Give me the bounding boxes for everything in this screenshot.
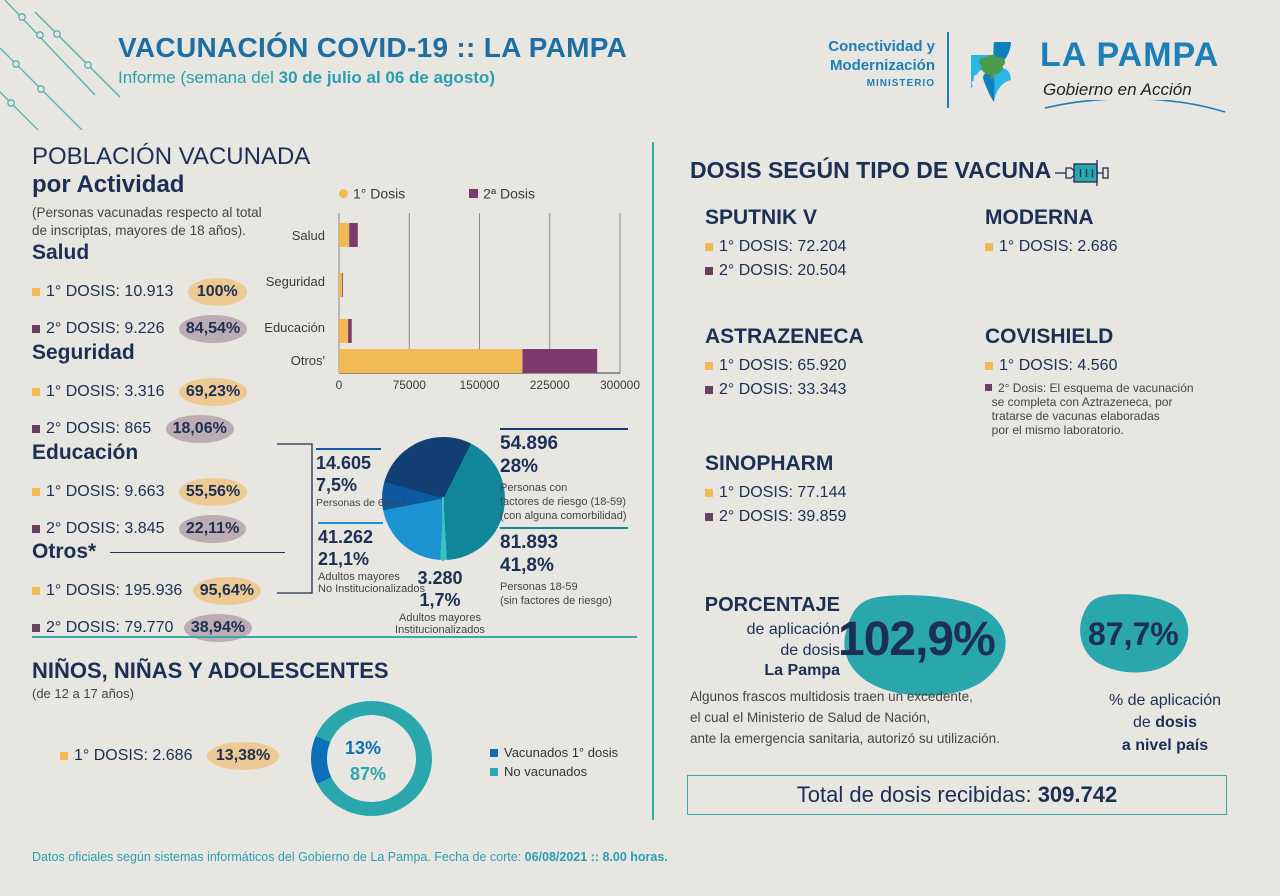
svg-text:0: 0: [336, 378, 343, 392]
svg-text:150000: 150000: [459, 378, 499, 392]
svg-text:75000: 75000: [393, 378, 427, 392]
svg-text:300000: 300000: [600, 378, 640, 392]
svg-text:Educación: Educación: [264, 320, 325, 335]
svg-text:Salud: Salud: [292, 228, 325, 243]
svg-text:Otros': Otros': [291, 353, 325, 368]
svg-text:Seguridad: Seguridad: [266, 274, 325, 289]
svg-text:225000: 225000: [530, 378, 570, 392]
